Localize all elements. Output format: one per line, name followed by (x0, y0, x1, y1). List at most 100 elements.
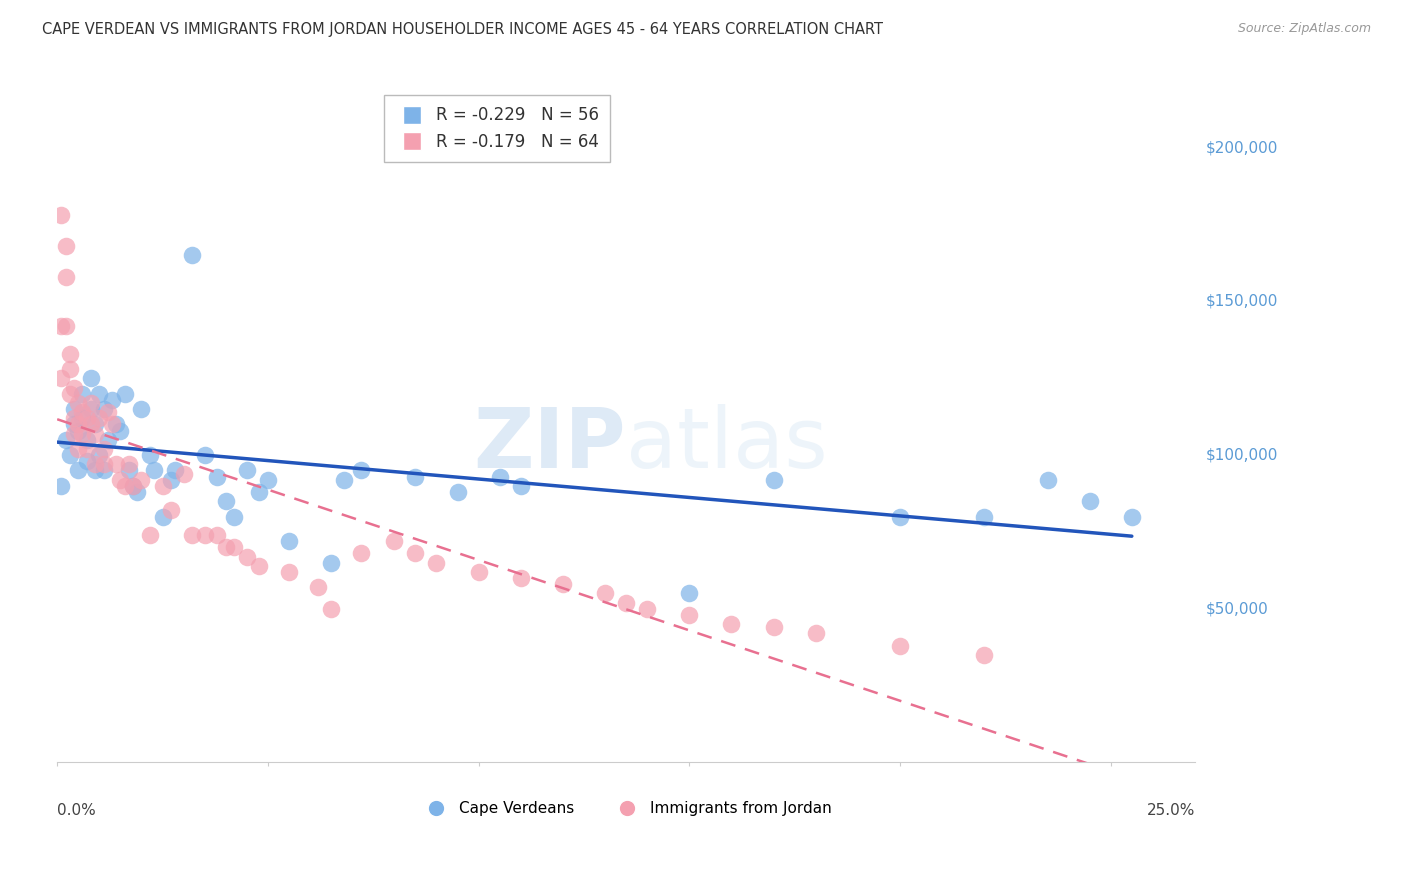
Point (236, 549, 259, 564)
Point (110, 424, 132, 438)
Point (593, 586, 616, 600)
Point (332, 473, 354, 487)
Point (89, 411, 111, 425)
Point (67, 396, 90, 410)
Point (67, 463, 90, 477)
Text: $50,000: $50,000 (1206, 601, 1268, 616)
Point (67, 417, 90, 432)
Point (889, 509, 911, 524)
Point (122, 479, 145, 493)
Point (114, 479, 136, 493)
Point (207, 469, 229, 483)
Point (236, 463, 259, 477)
Point (89, 448, 111, 462)
Point (1078, 494, 1101, 508)
Point (257, 473, 280, 487)
Point (122, 479, 145, 493)
Point (224, 509, 246, 524)
Point (139, 528, 162, 542)
Point (72, 426, 94, 441)
Point (1036, 473, 1059, 487)
Point (404, 546, 426, 560)
Point (614, 596, 637, 610)
Point (551, 577, 574, 591)
Text: CAPE VERDEAN VS IMMIGRANTS FROM JORDAN HOUSEHOLDER INCOME AGES 45 - 64 YEARS COR: CAPE VERDEAN VS IMMIGRANTS FROM JORDAN H… (42, 22, 883, 37)
Point (720, 617, 742, 632)
Point (762, 473, 785, 487)
Point (467, 565, 489, 579)
Point (55, 239, 77, 253)
Text: 0.0%: 0.0% (58, 803, 96, 818)
Point (889, 639, 911, 653)
Point (249, 558, 271, 573)
Point (127, 485, 149, 500)
Point (278, 565, 301, 579)
Text: $200,000: $200,000 (1206, 140, 1278, 155)
Point (63, 426, 86, 441)
Point (114, 386, 136, 401)
Point (76, 411, 98, 425)
Point (93, 402, 115, 417)
Point (382, 534, 405, 549)
Point (349, 546, 371, 560)
Text: 25.0%: 25.0% (1147, 803, 1195, 818)
Point (51, 479, 73, 493)
Point (97, 433, 120, 447)
Point (181, 528, 204, 542)
Point (93, 463, 115, 477)
Point (143, 463, 166, 477)
Point (319, 601, 342, 615)
Point (59, 448, 82, 462)
Point (349, 463, 371, 477)
Point (308, 580, 330, 594)
Point (80, 396, 103, 410)
Point (59, 347, 82, 361)
Point (425, 556, 447, 570)
Point (80, 371, 103, 385)
Point (76, 433, 98, 447)
Point (84, 458, 107, 472)
Point (160, 473, 183, 487)
Point (55, 319, 77, 334)
Point (509, 479, 531, 493)
Point (194, 448, 217, 462)
Point (278, 534, 301, 549)
Text: $150,000: $150,000 (1206, 294, 1278, 309)
Point (63, 417, 86, 432)
Point (207, 528, 229, 542)
Point (84, 417, 107, 432)
Point (118, 463, 141, 477)
Point (72, 411, 94, 425)
Point (63, 411, 86, 425)
Point (224, 541, 246, 555)
Point (101, 417, 124, 432)
Point (194, 528, 217, 542)
Point (97, 405, 120, 419)
Point (215, 494, 238, 508)
Point (84, 426, 107, 441)
Point (678, 586, 700, 600)
Point (84, 463, 107, 477)
Point (67, 424, 90, 438)
Text: ZIP: ZIP (474, 404, 626, 485)
Text: Source: ZipAtlas.com: Source: ZipAtlas.com (1237, 22, 1371, 36)
Point (67, 442, 90, 456)
Point (110, 473, 132, 487)
Point (105, 458, 128, 472)
Point (1121, 509, 1143, 524)
Point (139, 448, 162, 462)
Point (80, 417, 103, 432)
Point (131, 402, 153, 417)
Point (80, 402, 103, 417)
Point (93, 442, 115, 456)
Point (93, 458, 115, 472)
Point (804, 626, 827, 640)
Point (319, 556, 342, 570)
Point (76, 454, 98, 468)
Point (446, 485, 468, 500)
Point (101, 392, 124, 407)
Point (215, 541, 238, 555)
Point (76, 442, 98, 456)
Text: atlas: atlas (626, 404, 828, 485)
Point (55, 433, 77, 447)
